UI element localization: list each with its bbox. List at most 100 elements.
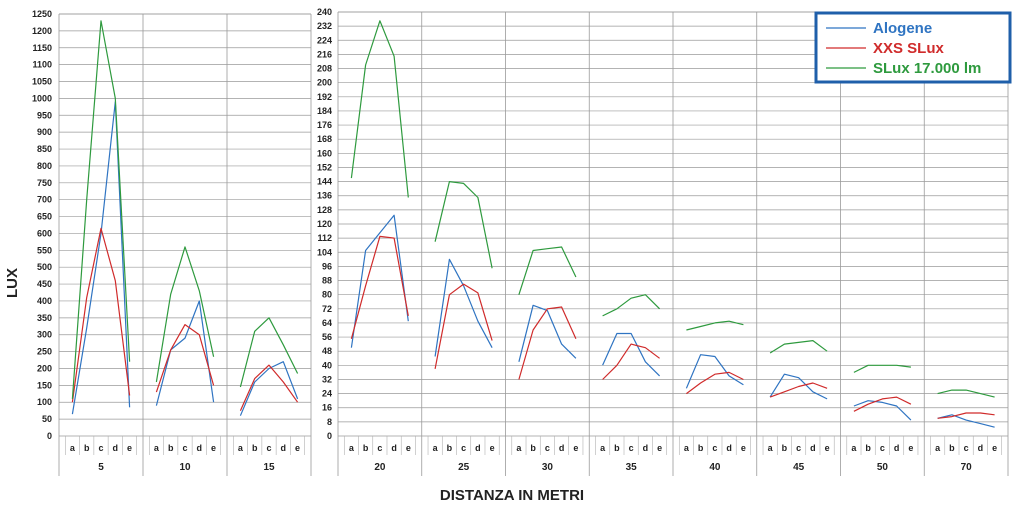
- x-subtick-label: d: [281, 443, 287, 453]
- series-line-xxs-slux-5: [71, 227, 131, 403]
- y-tick-label: 0: [47, 431, 52, 441]
- series-line-slux-17-000-lm-50: [853, 364, 911, 373]
- y-tick-label: 232: [317, 21, 332, 31]
- series-line-alogene-30: [518, 304, 577, 362]
- y-tick-label: 48: [322, 346, 332, 356]
- series-line-alogene-25: [434, 258, 493, 357]
- x-group-label: 70: [961, 462, 973, 473]
- x-subtick-label: c: [266, 443, 271, 453]
- y-tick-label: 1050: [32, 77, 52, 87]
- series-line-xxs-slux-20: [350, 235, 409, 339]
- x-subtick-label: d: [391, 443, 397, 453]
- y-tick-label: 300: [37, 330, 52, 340]
- x-subtick-label: e: [490, 443, 495, 453]
- x-subtick-label: b: [698, 443, 704, 453]
- y-tick-label: 400: [37, 296, 52, 306]
- series-line-slux-17-000-lm-40: [686, 320, 744, 331]
- y-tick-label: 100: [37, 397, 52, 407]
- y-tick-label: 240: [317, 7, 332, 17]
- series-line-xxs-slux-35: [602, 343, 660, 380]
- y-tick-label: 216: [317, 49, 332, 59]
- series-line-xxs-slux-70: [937, 412, 995, 419]
- x-subtick-label: c: [98, 443, 103, 453]
- x-subtick-label: a: [349, 443, 355, 453]
- x-subtick-label: a: [70, 443, 76, 453]
- x-subtick-label: d: [113, 443, 119, 453]
- x-subtick-label: a: [600, 443, 606, 453]
- y-tick-label: 550: [37, 245, 52, 255]
- x-subtick-label: c: [377, 443, 382, 453]
- x-subtick-label: e: [908, 443, 913, 453]
- legend-label-xxs-slux: XXS SLux: [873, 40, 945, 57]
- x-subtick-label: c: [964, 443, 969, 453]
- x-subtick-label: e: [741, 443, 746, 453]
- x-subtick-label: b: [252, 443, 258, 453]
- y-tick-label: 144: [317, 177, 332, 187]
- x-subtick-label: c: [629, 443, 634, 453]
- y-tick-label: 350: [37, 313, 52, 323]
- y-tick-label: 112: [317, 233, 332, 243]
- x-subtick-label: e: [211, 443, 216, 453]
- series-line-xxs-slux-40: [686, 371, 744, 395]
- x-group-label: 5: [98, 462, 104, 473]
- y-tick-label: 16: [322, 403, 332, 413]
- series-line-slux-17-000-lm-20: [350, 20, 409, 198]
- x-group-label: 35: [626, 462, 638, 473]
- x-subtick-label: b: [84, 443, 90, 453]
- series-line-alogene-5: [71, 101, 131, 415]
- x-subtick-label: b: [447, 443, 453, 453]
- x-group-label: 45: [793, 462, 805, 473]
- series-line-alogene-20: [350, 214, 409, 348]
- x-subtick-label: b: [865, 443, 871, 453]
- series-line-xxs-slux-45: [769, 382, 828, 398]
- x-subtick-label: a: [684, 443, 690, 453]
- legend: Alogene XXS SLux SLux 17.000 lm: [814, 11, 1012, 84]
- x-subtick-label: a: [935, 443, 941, 453]
- x-subtick-label: d: [475, 443, 481, 453]
- x-subtick-label: b: [614, 443, 620, 453]
- y-tick-label: 72: [322, 304, 332, 314]
- y-tick-label: 0: [327, 431, 332, 441]
- series-line-alogene-35: [602, 332, 661, 377]
- x-subtick-label: d: [643, 443, 649, 453]
- series-line-slux-17-000-lm-70: [937, 389, 995, 398]
- x-group-label: 25: [458, 462, 470, 473]
- x-axis-title: DISTANZA IN METRI: [440, 487, 584, 504]
- y-tick-label: 950: [37, 110, 52, 120]
- x-subtick-label: d: [894, 443, 900, 453]
- series-line-alogene-10: [155, 300, 215, 406]
- y-tick-label: 450: [37, 279, 52, 289]
- y-tick-label: 136: [317, 191, 332, 201]
- y-tick-label: 200: [37, 363, 52, 373]
- x-subtick-label: a: [433, 443, 439, 453]
- y-tick-label: 160: [317, 148, 332, 158]
- y-tick-label: 168: [317, 134, 332, 144]
- x-subtick-label: b: [363, 443, 369, 453]
- x-subtick-label: e: [825, 443, 830, 453]
- y-tick-label: 192: [317, 92, 332, 102]
- series-line-xxs-slux-25: [434, 283, 493, 370]
- x-group-label: 20: [374, 462, 386, 473]
- x-subtick-label: e: [295, 443, 300, 453]
- x-subtick-label: d: [197, 443, 203, 453]
- x-subtick-label: a: [768, 443, 774, 453]
- y-tick-label: 50: [42, 414, 52, 424]
- y-tick-label: 1100: [32, 60, 52, 70]
- x-subtick-label: b: [949, 443, 955, 453]
- y-tick-label: 150: [37, 380, 52, 390]
- y-tick-label: 80: [322, 290, 332, 300]
- x-subtick-label: e: [406, 443, 411, 453]
- x-subtick-label: a: [851, 443, 857, 453]
- series-line-slux-17-000-lm-30: [518, 246, 577, 295]
- y-tick-label: 200: [317, 78, 332, 88]
- series-line-slux-17-000-lm-45: [769, 340, 828, 354]
- y-tick-label: 1200: [32, 26, 52, 36]
- series-line-alogene-40: [685, 354, 744, 389]
- y-tick-label: 184: [317, 106, 332, 116]
- x-subtick-label: a: [238, 443, 244, 453]
- y-tick-label: 600: [37, 228, 52, 238]
- x-subtick-label: c: [796, 443, 801, 453]
- x-subtick-label: c: [182, 443, 187, 453]
- panel-1: 0 50 100 150 200 250 300 350 400 450 500 550 600 650 7…: [32, 9, 312, 476]
